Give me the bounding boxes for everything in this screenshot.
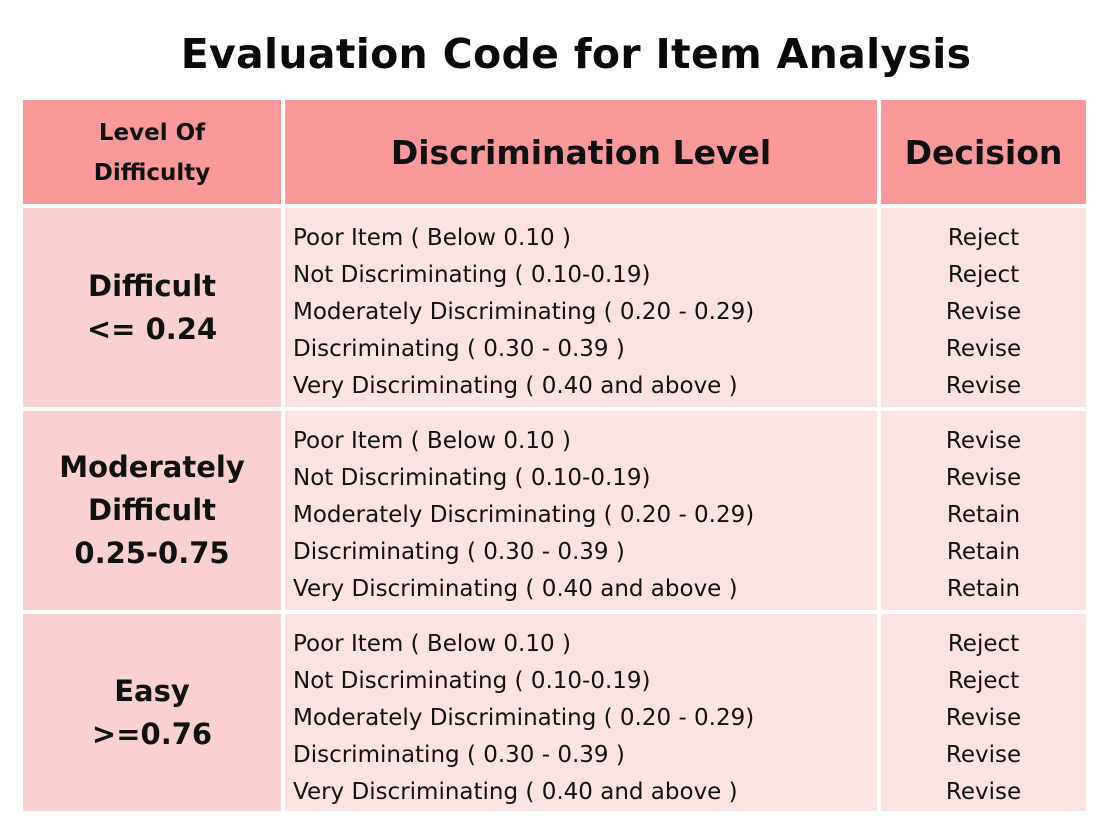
evaluation-table: Level Of Difficulty Discrimination Level… <box>23 100 1086 811</box>
decision-value: Revise <box>945 373 1022 399</box>
row-difficult-decisions: Reject Reject Revise Revise Revise <box>881 208 1086 407</box>
list-item: Discriminating ( 0.30 - 0.39 ) <box>293 742 625 768</box>
list-item: Poor Item ( Below 0.10 ) <box>293 225 571 251</box>
decision-value: Reject <box>947 631 1020 657</box>
decision-value: Reject <box>947 668 1020 694</box>
header-decision: Decision <box>881 100 1086 204</box>
list-item: Not Discriminating ( 0.10-0.19) <box>293 668 651 694</box>
decision-value: Reject <box>947 262 1020 288</box>
decision-value: Retain <box>946 539 1021 565</box>
row-moderately-difficult-level: Moderately Difficult 0.25-0.75 <box>23 411 281 610</box>
list-item: Poor Item ( Below 0.10 ) <box>293 631 571 657</box>
list-item: Not Discriminating ( 0.10-0.19) <box>293 262 651 288</box>
decision-value: Retain <box>946 576 1021 602</box>
decision-value: Revise <box>945 465 1022 491</box>
row-easy-items: Poor Item ( Below 0.10 ) Not Discriminat… <box>285 614 877 811</box>
row-easy-decisions: Reject Reject Revise Revise Revise <box>881 614 1086 811</box>
decision-value: Revise <box>945 428 1022 454</box>
decision-value: Reject <box>947 225 1020 251</box>
list-item: Poor Item ( Below 0.10 ) <box>293 428 571 454</box>
list-item: Very Discriminating ( 0.40 and above ) <box>293 576 738 602</box>
header-discrimination-label: Discrimination Level <box>390 132 772 172</box>
header-level-of-difficulty: Level Of Difficulty <box>23 100 281 204</box>
list-item: Discriminating ( 0.30 - 0.39 ) <box>293 336 625 362</box>
decision-value: Revise <box>945 705 1022 731</box>
decision-value: Revise <box>945 742 1022 768</box>
decision-value: Revise <box>945 299 1022 325</box>
list-item: Not Discriminating ( 0.10-0.19) <box>293 465 651 491</box>
header-decision-label: Decision <box>904 132 1063 172</box>
decision-value: Revise <box>945 779 1022 805</box>
header-level-label: Level Of Difficulty <box>93 120 211 186</box>
list-item: Very Discriminating ( 0.40 and above ) <box>293 779 738 805</box>
row-difficult-items: Poor Item ( Below 0.10 ) Not Discriminat… <box>285 208 877 407</box>
list-item: Very Discriminating ( 0.40 and above ) <box>293 373 738 399</box>
list-item: Moderately Discriminating ( 0.20 - 0.29) <box>293 299 755 325</box>
decision-value: Revise <box>945 336 1022 362</box>
list-item: Moderately Discriminating ( 0.20 - 0.29) <box>293 502 755 528</box>
row-easy-level: Easy >=0.76 <box>23 614 281 811</box>
list-item: Discriminating ( 0.30 - 0.39 ) <box>293 539 625 565</box>
list-item: Moderately Discriminating ( 0.20 - 0.29) <box>293 705 755 731</box>
header-discrimination-level: Discrimination Level <box>285 100 877 204</box>
row-moderately-difficult-decisions: Revise Revise Retain Retain Retain <box>881 411 1086 610</box>
page-title: Evaluation Code for Item Analysis <box>180 30 972 78</box>
row-moderately-difficult-items: Poor Item ( Below 0.10 ) Not Discriminat… <box>285 411 877 610</box>
row-difficult-level: Difficult <= 0.24 <box>23 208 281 407</box>
decision-value: Retain <box>946 502 1021 528</box>
